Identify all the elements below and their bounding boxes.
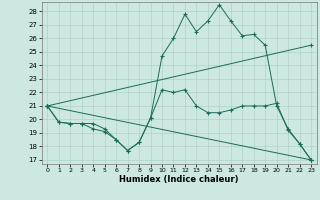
X-axis label: Humidex (Indice chaleur): Humidex (Indice chaleur) bbox=[119, 175, 239, 184]
